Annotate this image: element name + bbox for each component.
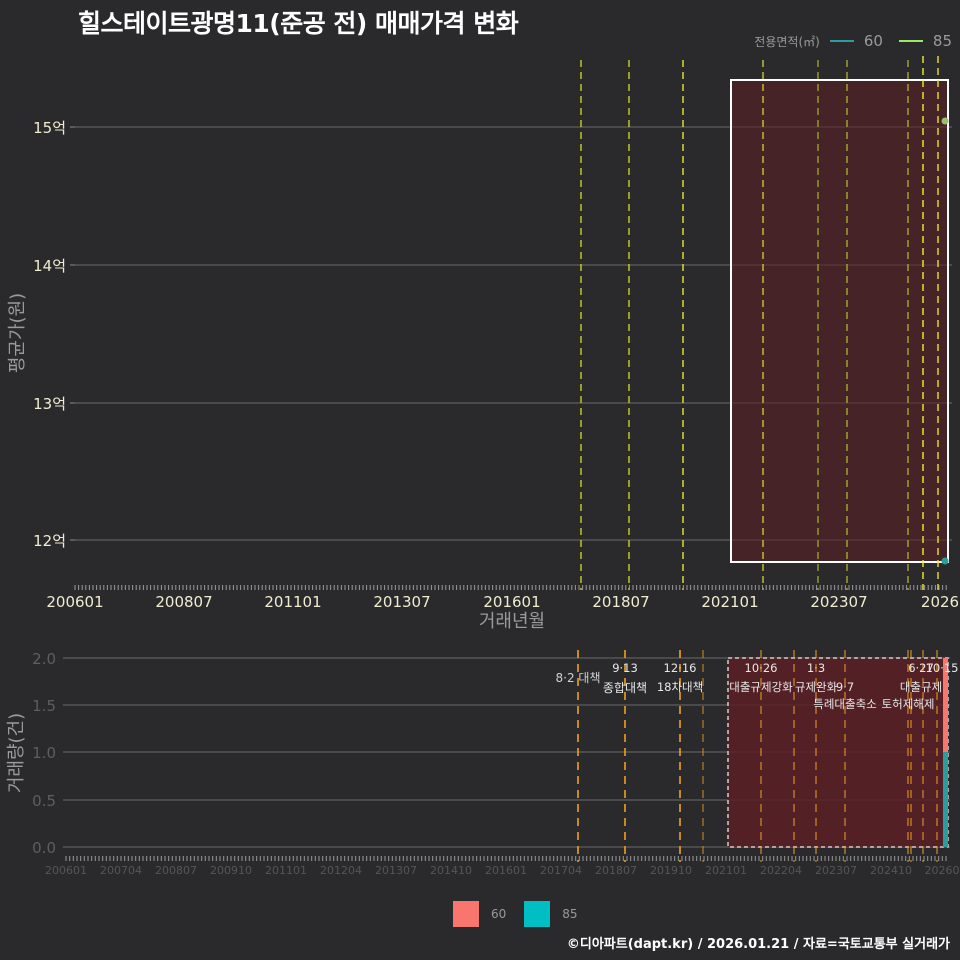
svg-text:201807: 201807	[595, 864, 637, 877]
bar-85	[943, 752, 948, 847]
price-x-tick-labels: 200601 200807 201101 201307 201601 20180…	[46, 593, 959, 611]
legend-bottom-label-85: 85	[562, 907, 578, 921]
svg-text:1·3: 1·3	[807, 661, 825, 675]
legend-top: 전용면적(㎡) 60 85	[754, 32, 952, 50]
svg-text:200601: 200601	[45, 864, 87, 877]
svg-text:200910: 200910	[210, 864, 252, 877]
data-point-60	[941, 557, 949, 565]
highlight-period-rect	[730, 79, 949, 563]
svg-text:200601: 200601	[46, 593, 103, 611]
svg-text:202204: 202204	[760, 864, 802, 877]
svg-text:종합대책: 종합대책	[603, 680, 647, 695]
svg-text:201807: 201807	[592, 593, 649, 611]
svg-text:9·7: 9·7	[836, 680, 854, 694]
svg-text:12억: 12억	[33, 532, 66, 550]
legend-bottom: 60 85	[453, 901, 596, 927]
legend-swatch-85	[898, 40, 923, 42]
svg-text:200807: 200807	[155, 864, 197, 877]
price-y-tick-labels: 15억 14억 13억 12억	[33, 119, 66, 550]
price-x-axis-label: 거래년월	[479, 611, 545, 632]
svg-text:201410: 201410	[430, 864, 472, 877]
legend-label-60: 60	[863, 32, 883, 50]
svg-text:8·2 대책: 8·2 대책	[556, 670, 601, 685]
volume-chart: 8·2 대책 9·13 종합대책 12·16 18차대책 10·26 대출규제강…	[6, 650, 960, 877]
svg-text:14억: 14억	[33, 257, 66, 275]
svg-text:201204: 201204	[320, 864, 362, 877]
svg-text:201601: 201601	[485, 864, 527, 877]
volume-y-tick-labels: 2.0 1.5 1.0 0.5 0.0	[32, 650, 56, 857]
svg-text:201101: 201101	[265, 864, 307, 877]
svg-text:0.5: 0.5	[32, 792, 56, 810]
svg-text:202101: 202101	[705, 864, 747, 877]
svg-text:201101: 201101	[264, 593, 321, 611]
svg-text:6·27: 6·27	[908, 661, 934, 675]
x-minor-ticks	[74, 585, 947, 590]
policy-annotations: 8·2 대책 9·13 종합대책 12·16 18차대책 10·26 대출규제강…	[556, 661, 959, 711]
svg-text:15억: 15억	[33, 119, 66, 137]
svg-text:토허제해제: 토허제해제	[882, 697, 935, 711]
svg-text:0.0: 0.0	[32, 839, 56, 857]
svg-text:18차대책: 18차대책	[657, 680, 703, 694]
svg-text:201307: 201307	[375, 864, 417, 877]
svg-text:200807: 200807	[155, 593, 212, 611]
volume-x-minor-ticks	[65, 856, 947, 861]
svg-text:201704: 201704	[540, 864, 582, 877]
svg-text:대출규제강화: 대출규제강화	[729, 680, 793, 694]
svg-text:9·13: 9·13	[612, 661, 638, 675]
volume-y-axis-label: 거래량(건)	[6, 713, 27, 793]
legend-bottom-swatch-60	[453, 901, 479, 927]
svg-text:20260: 20260	[925, 864, 960, 877]
svg-text:201601: 201601	[483, 593, 540, 611]
legend-label-85: 85	[932, 32, 952, 50]
svg-text:2.0: 2.0	[32, 650, 56, 668]
svg-text:대출규제: 대출규제	[900, 680, 942, 694]
svg-text:10·26: 10·26	[745, 661, 778, 675]
svg-text:13억: 13억	[33, 395, 66, 413]
svg-text:202410: 202410	[870, 864, 912, 877]
svg-text:202307: 202307	[815, 864, 857, 877]
volume-policy-lines	[577, 650, 938, 862]
svg-text:202307: 202307	[810, 593, 867, 611]
svg-text:특례대출축소: 특례대출축소	[813, 697, 876, 711]
data-point-85	[941, 117, 949, 125]
chart-title: 힐스테이트광명11(준공 전) 매매가격 변화	[78, 9, 519, 38]
policy-lines	[580, 56, 939, 590]
legend-title: 전용면적(㎡)	[754, 34, 820, 49]
svg-text:201910: 201910	[650, 864, 692, 877]
svg-text:2026: 2026	[921, 593, 959, 611]
svg-text:1.5: 1.5	[32, 697, 56, 715]
svg-text:10·15: 10·15	[926, 661, 959, 675]
legend-bottom-label-60: 60	[491, 907, 507, 921]
svg-text:규제완화: 규제완화	[795, 680, 838, 694]
svg-text:1.0: 1.0	[32, 744, 56, 762]
legend-swatch-60	[829, 40, 854, 42]
svg-text:201307: 201307	[373, 593, 430, 611]
bar-60	[943, 658, 948, 752]
svg-text:202101: 202101	[701, 593, 758, 611]
price-chart: 15억 14억 13억 12억 200601 200807 201101 201…	[7, 56, 959, 632]
svg-text:200704: 200704	[100, 864, 142, 877]
legend-bottom-swatch-85	[524, 901, 551, 927]
svg-text:12·16: 12·16	[664, 661, 697, 675]
source-footer: ©디아파트(dapt.kr) / 2026.01.21 / 자료=국토교통부 실…	[566, 937, 950, 952]
volume-x-tick-labels: 200601 200704 200807 200910 201101 20120…	[45, 864, 960, 877]
price-y-axis-label: 평균가(원)	[7, 293, 28, 373]
